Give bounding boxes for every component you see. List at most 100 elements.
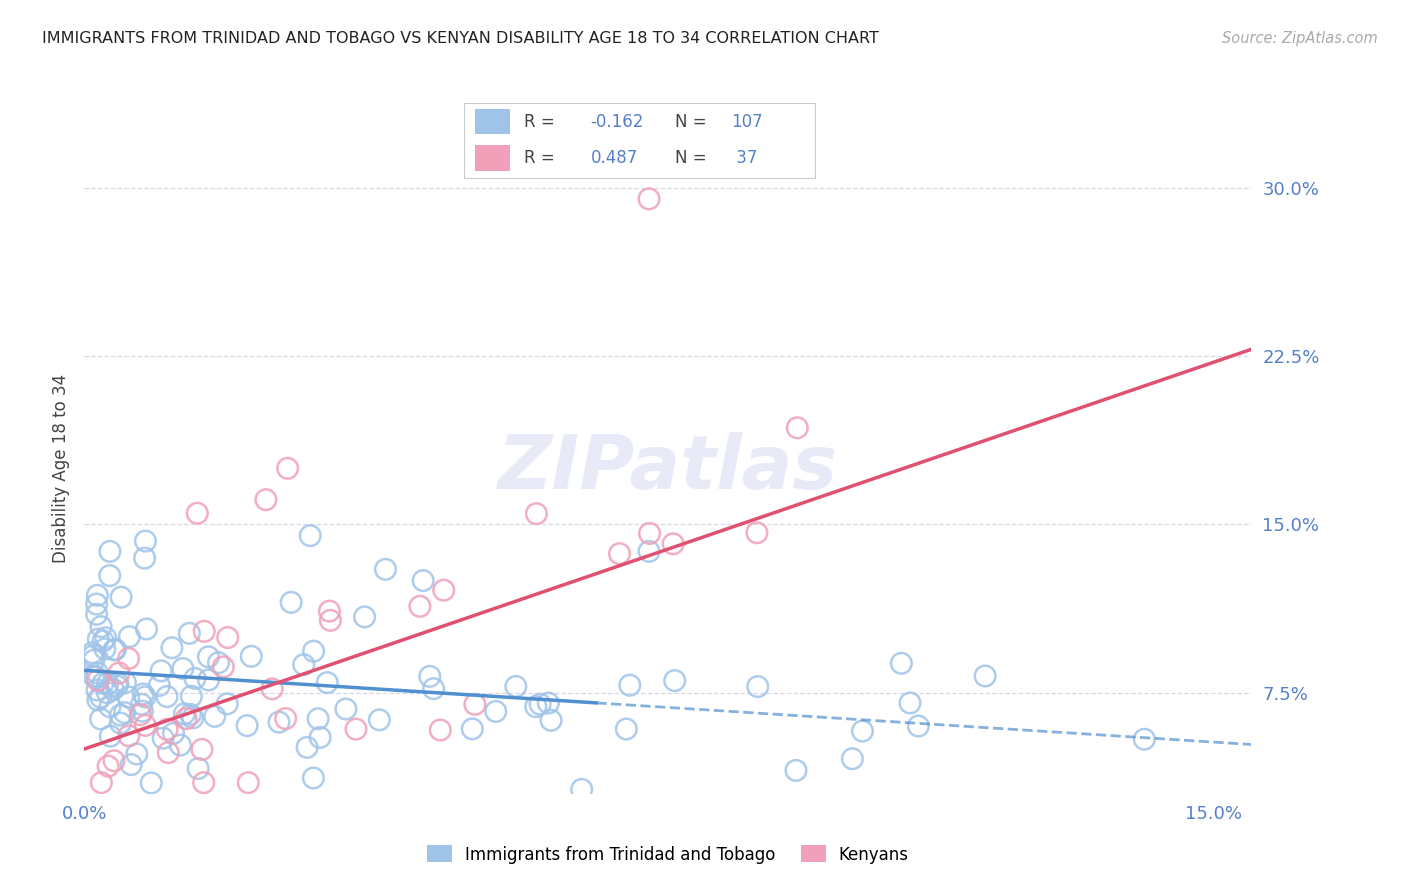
Point bbox=[191, 742, 214, 756]
Point bbox=[464, 698, 486, 712]
Point bbox=[638, 192, 661, 206]
Point bbox=[152, 731, 174, 746]
Bar bbox=[475, 145, 510, 171]
Point bbox=[186, 506, 208, 520]
Point bbox=[267, 715, 290, 730]
Point bbox=[134, 718, 156, 732]
Point bbox=[429, 723, 451, 737]
Point bbox=[135, 622, 157, 636]
Point bbox=[907, 719, 929, 733]
Point bbox=[238, 775, 260, 789]
Point bbox=[898, 696, 921, 710]
Point bbox=[125, 747, 148, 761]
Point bbox=[84, 670, 107, 684]
Point bbox=[162, 726, 184, 740]
Text: R =: R = bbox=[524, 149, 554, 167]
Point bbox=[117, 651, 139, 665]
Point bbox=[83, 653, 105, 667]
Point bbox=[412, 574, 434, 588]
Point bbox=[193, 624, 215, 639]
Point bbox=[353, 610, 375, 624]
Text: -0.162: -0.162 bbox=[591, 112, 644, 130]
Point bbox=[204, 709, 226, 723]
Point bbox=[86, 597, 108, 611]
Text: R =: R = bbox=[524, 112, 554, 130]
Point bbox=[90, 690, 112, 705]
Point bbox=[1133, 732, 1156, 747]
Point bbox=[172, 662, 194, 676]
Point bbox=[96, 686, 118, 700]
Point bbox=[207, 656, 229, 670]
Point bbox=[638, 544, 661, 558]
Point bbox=[82, 646, 104, 660]
Point bbox=[105, 679, 128, 693]
Point bbox=[181, 711, 204, 725]
Point bbox=[120, 757, 142, 772]
Point bbox=[98, 729, 121, 743]
Point bbox=[236, 718, 259, 732]
Point bbox=[274, 712, 297, 726]
Text: Source: ZipAtlas.com: Source: ZipAtlas.com bbox=[1222, 31, 1378, 46]
Point bbox=[108, 666, 131, 681]
Point bbox=[90, 712, 112, 726]
Point bbox=[134, 690, 156, 704]
Point bbox=[97, 759, 120, 773]
Y-axis label: Disability Age 18 to 34: Disability Age 18 to 34 bbox=[52, 374, 70, 563]
Point bbox=[110, 590, 132, 604]
Point bbox=[851, 724, 873, 739]
Point bbox=[179, 707, 201, 722]
Point bbox=[110, 716, 132, 731]
Point bbox=[240, 649, 263, 664]
Legend: Immigrants from Trinidad and Tobago, Kenyans: Immigrants from Trinidad and Tobago, Ken… bbox=[420, 838, 915, 871]
Point bbox=[187, 762, 209, 776]
Point bbox=[90, 620, 112, 634]
Point bbox=[638, 526, 661, 541]
Point bbox=[335, 702, 357, 716]
Point bbox=[461, 722, 484, 736]
Text: N =: N = bbox=[675, 149, 706, 167]
Point bbox=[107, 676, 129, 690]
Point bbox=[134, 534, 156, 549]
Point bbox=[217, 631, 239, 645]
Point bbox=[103, 754, 125, 768]
Point bbox=[974, 669, 997, 683]
Point bbox=[262, 681, 284, 696]
Point bbox=[184, 672, 207, 686]
Point bbox=[529, 697, 551, 711]
Text: ZIPatlas: ZIPatlas bbox=[498, 432, 838, 505]
Point bbox=[103, 682, 125, 697]
Point bbox=[83, 669, 105, 683]
Point bbox=[664, 673, 686, 688]
Text: 37: 37 bbox=[731, 149, 758, 167]
Point bbox=[129, 707, 152, 722]
Point bbox=[132, 687, 155, 701]
Point bbox=[217, 697, 239, 711]
Point bbox=[299, 529, 322, 543]
Point bbox=[169, 738, 191, 752]
Point bbox=[316, 675, 339, 690]
Point bbox=[104, 642, 127, 657]
Point bbox=[86, 683, 108, 698]
Point bbox=[433, 583, 456, 598]
Text: 107: 107 bbox=[731, 112, 762, 130]
Point bbox=[87, 632, 110, 646]
Point bbox=[747, 680, 769, 694]
Point bbox=[307, 712, 329, 726]
Point bbox=[745, 525, 768, 540]
Point bbox=[131, 698, 153, 712]
Point bbox=[118, 630, 141, 644]
Point bbox=[91, 634, 114, 648]
Point bbox=[87, 673, 110, 688]
Point bbox=[90, 775, 112, 789]
Point bbox=[91, 676, 114, 690]
Point bbox=[118, 690, 141, 704]
Bar bbox=[475, 109, 510, 135]
Point bbox=[98, 568, 121, 582]
Point bbox=[131, 704, 153, 718]
Point bbox=[86, 588, 108, 602]
Point bbox=[302, 771, 325, 785]
Point bbox=[150, 664, 173, 678]
Point bbox=[94, 641, 117, 656]
Point bbox=[662, 537, 685, 551]
Point bbox=[419, 669, 441, 683]
